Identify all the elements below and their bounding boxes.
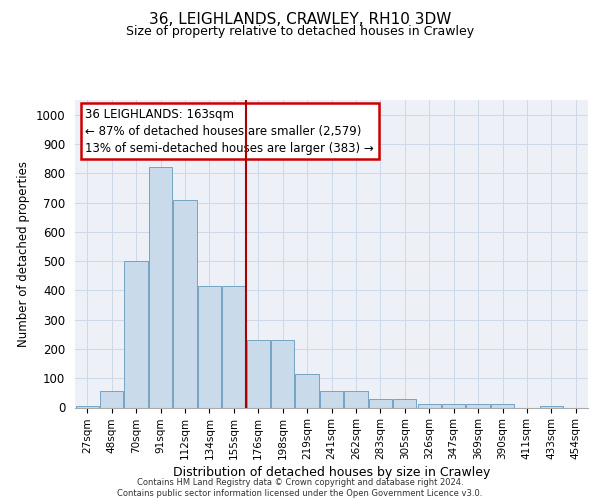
- Bar: [247, 340, 270, 407]
- Bar: [173, 200, 197, 408]
- Bar: [198, 286, 221, 408]
- X-axis label: Distribution of detached houses by size in Crawley: Distribution of detached houses by size …: [173, 466, 490, 479]
- Text: 36, LEIGHLANDS, CRAWLEY, RH10 3DW: 36, LEIGHLANDS, CRAWLEY, RH10 3DW: [149, 12, 451, 28]
- Bar: [76, 406, 99, 407]
- Bar: [344, 391, 368, 407]
- Text: 36 LEIGHLANDS: 163sqm
← 87% of detached houses are smaller (2,579)
13% of semi-d: 36 LEIGHLANDS: 163sqm ← 87% of detached …: [85, 108, 374, 154]
- Bar: [149, 168, 172, 408]
- Bar: [442, 404, 465, 407]
- Bar: [295, 374, 319, 408]
- Bar: [369, 398, 392, 407]
- Bar: [222, 286, 245, 408]
- Bar: [540, 406, 563, 407]
- Bar: [100, 391, 123, 407]
- Bar: [466, 404, 490, 407]
- Text: Size of property relative to detached houses in Crawley: Size of property relative to detached ho…: [126, 25, 474, 38]
- Bar: [418, 404, 441, 407]
- Bar: [124, 261, 148, 408]
- Bar: [393, 398, 416, 407]
- Y-axis label: Number of detached properties: Number of detached properties: [17, 161, 30, 347]
- Bar: [271, 340, 294, 407]
- Text: Contains HM Land Registry data © Crown copyright and database right 2024.
Contai: Contains HM Land Registry data © Crown c…: [118, 478, 482, 498]
- Bar: [320, 391, 343, 407]
- Bar: [491, 404, 514, 407]
